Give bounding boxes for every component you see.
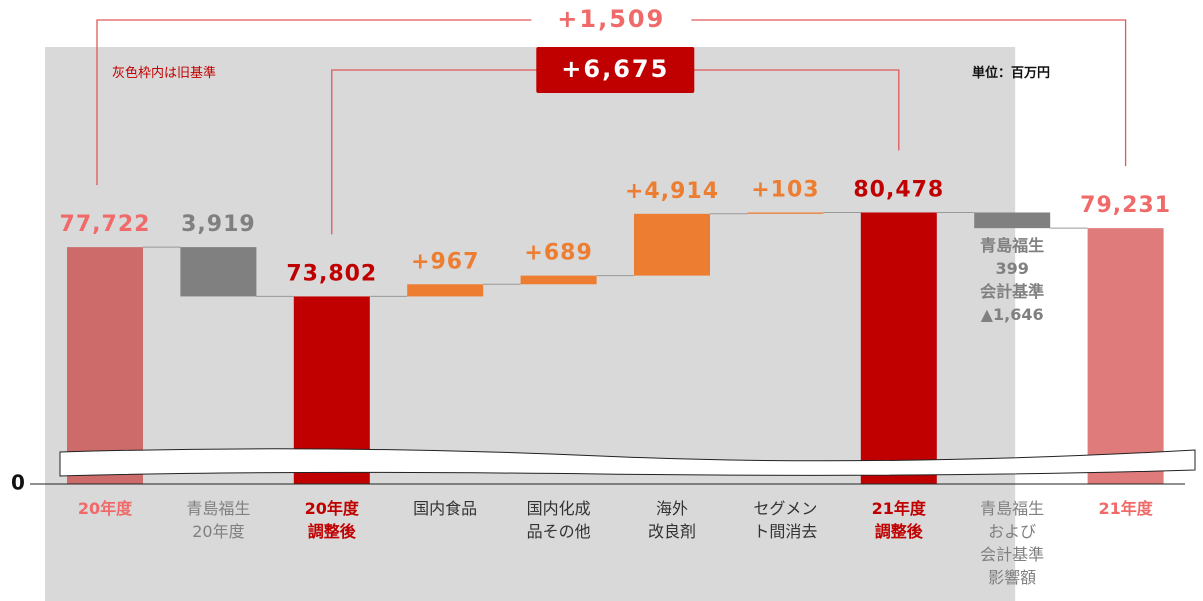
x-tick-label: セグメン ト間消去 <box>753 499 818 541</box>
bracket-label: +1,509 <box>557 5 665 33</box>
x-tick-label: 20年度 <box>77 499 133 518</box>
value-label: 73,802 <box>286 261 377 286</box>
note: 灰色枠内は旧基準 <box>112 66 217 81</box>
bracket-label-bg <box>531 4 692 36</box>
old-basis-area <box>45 47 1016 601</box>
value-label: +103 <box>751 178 819 203</box>
bar-annotation: 青島福生 399 会計基準 ▲1,646 <box>980 236 1045 325</box>
value-label: 79,231 <box>1080 193 1171 218</box>
axis-break <box>59 448 1196 477</box>
x-tick-label: 21年度 <box>1098 499 1153 518</box>
value-label: +4,914 <box>625 179 719 204</box>
x-tick-label: 国内食品 <box>413 499 478 518</box>
bracket-label-box <box>536 47 695 93</box>
x-tick-label: 21年度 調整後 <box>871 499 926 541</box>
bar <box>974 212 1051 229</box>
unit: 単位：百万円 <box>972 66 1051 81</box>
value-label: +689 <box>524 241 592 266</box>
x-tick-label: 国内化成 品その他 <box>526 499 591 541</box>
bar <box>407 284 484 297</box>
x-tick-label: 海外 改良剤 <box>647 499 696 541</box>
bracket-label: +6,675 <box>561 55 669 83</box>
bar <box>180 247 257 297</box>
y-tick-label: 0 <box>11 471 25 495</box>
value-label: 77,722 <box>60 212 151 237</box>
value-label: +967 <box>411 249 479 274</box>
bar <box>67 247 143 484</box>
bar <box>520 275 597 285</box>
x-tick-label: 20年度 調整後 <box>304 499 359 541</box>
bar <box>747 212 824 214</box>
x-tick-label: 青島福生 20年度 <box>186 499 251 541</box>
value-label: 3,919 <box>181 212 256 237</box>
bar <box>634 213 710 276</box>
bar <box>860 212 937 484</box>
bar <box>1087 228 1164 484</box>
value-label: 80,478 <box>853 177 944 202</box>
x-tick-label: 青島福生 および 会計基準 影響額 <box>980 499 1045 587</box>
